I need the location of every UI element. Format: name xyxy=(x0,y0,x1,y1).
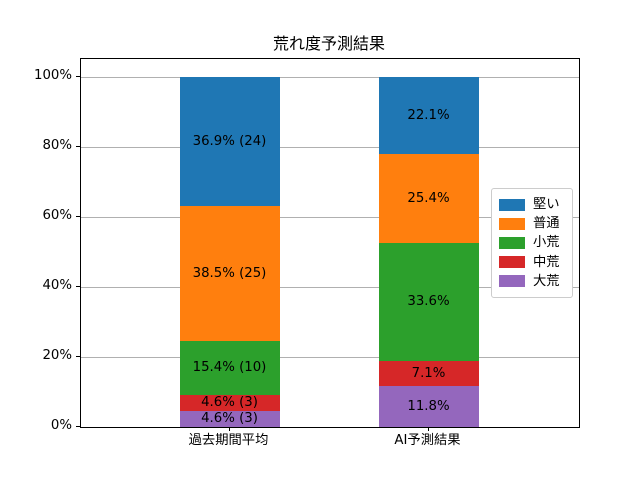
legend-color-patch xyxy=(499,256,525,269)
x-tick-mark xyxy=(427,427,429,431)
chart-title: 荒れ度予測結果 xyxy=(272,34,385,53)
bar-segment: 22.1% xyxy=(378,77,479,155)
gridline xyxy=(81,146,579,148)
y-tick-label: 20% xyxy=(42,348,72,363)
y-tick-mark xyxy=(76,216,80,217)
bar-segment-label: 11.8% xyxy=(407,398,450,414)
bar-segment-label: 38.5% (25) xyxy=(192,265,267,281)
bar-segment: 11.8% xyxy=(378,385,479,427)
y-tick-mark xyxy=(76,146,80,147)
bar-segment-label: 36.9% (24) xyxy=(192,133,267,149)
bar-segment-label: 22.1% xyxy=(407,108,450,124)
bar-segment-label: 7.1% xyxy=(411,365,446,381)
legend-item: 小荒 xyxy=(499,235,566,251)
y-tick-label: 40% xyxy=(42,278,72,293)
x-tick-label: 過去期間平均 xyxy=(188,433,269,448)
y-tick-label: 80% xyxy=(42,138,72,153)
gridline xyxy=(81,356,579,358)
x-tick-label: AI予測結果 xyxy=(394,433,461,448)
bar-segment-label: 4.6% (3) xyxy=(201,411,258,427)
bar-segment: 4.6% (3) xyxy=(179,410,280,427)
gridline xyxy=(81,76,579,78)
legend-item: 中荒 xyxy=(499,254,566,270)
bar-segment: 36.9% (24) xyxy=(179,77,280,207)
legend-item-label: 大荒 xyxy=(533,273,560,289)
bar-segment: 4.6% (3) xyxy=(179,394,280,411)
legend-item-label: 堅い xyxy=(533,196,560,212)
legend-color-patch xyxy=(499,236,525,249)
legend-item: 大荒 xyxy=(499,273,566,289)
legend-color-patch xyxy=(499,198,525,211)
legend-item-label: 小荒 xyxy=(533,235,560,251)
legend-color-patch xyxy=(499,217,525,230)
bar-segment-label: 33.6% xyxy=(407,294,450,310)
gridline xyxy=(81,216,579,218)
legend-item-label: 普通 xyxy=(533,216,560,232)
y-tick-label: 60% xyxy=(42,208,72,223)
bar-segment-label: 4.6% (3) xyxy=(201,395,258,411)
legend-item-label: 中荒 xyxy=(533,254,560,270)
y-tick-mark xyxy=(76,76,80,77)
y-tick-mark xyxy=(76,426,80,427)
legend-item: 普通 xyxy=(499,217,566,230)
bar-segment: 25.4% xyxy=(378,154,479,244)
y-tick-mark xyxy=(76,286,80,287)
gridline xyxy=(81,286,579,288)
y-tick-mark xyxy=(76,356,80,357)
bar-segment: 15.4% (10) xyxy=(179,340,280,395)
bar-segment: 38.5% (25) xyxy=(179,206,280,341)
bar-segment: 33.6% xyxy=(378,243,479,361)
legend-item: 堅い xyxy=(499,198,566,211)
y-tick-label: 100% xyxy=(33,68,72,83)
legend: 堅い普通小荒中荒大荒 xyxy=(491,188,573,298)
y-tick-label: 0% xyxy=(50,418,72,433)
x-tick-mark xyxy=(228,427,230,431)
legend-color-patch xyxy=(499,275,525,288)
bar-segment-label: 25.4% xyxy=(407,191,450,207)
bar-segment-label: 15.4% (10) xyxy=(192,360,267,376)
bar-segment: 7.1% xyxy=(378,360,479,386)
